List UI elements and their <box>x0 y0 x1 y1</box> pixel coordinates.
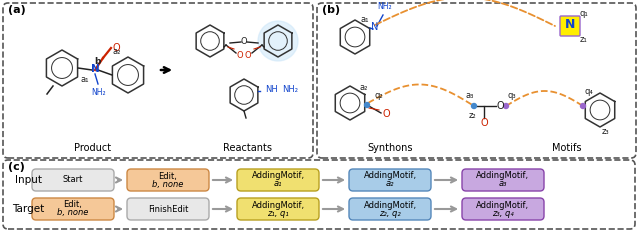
Text: z₁: z₁ <box>580 34 588 44</box>
Text: N: N <box>371 22 379 32</box>
Text: Input: Input <box>15 175 42 185</box>
Text: Product: Product <box>74 143 111 153</box>
Text: a₃: a₃ <box>466 92 474 100</box>
Text: NH₂: NH₂ <box>92 88 106 97</box>
FancyBboxPatch shape <box>127 198 209 220</box>
FancyBboxPatch shape <box>349 198 431 220</box>
Text: q₃: q₃ <box>508 92 516 100</box>
Text: AddingMotif,: AddingMotif, <box>364 171 417 181</box>
FancyBboxPatch shape <box>32 169 114 191</box>
FancyBboxPatch shape <box>237 198 319 220</box>
Text: Start: Start <box>63 175 83 185</box>
Text: N: N <box>91 64 99 74</box>
Text: O: O <box>241 37 247 45</box>
Text: Edit,: Edit, <box>159 171 177 181</box>
Text: z₁, q₁: z₁, q₁ <box>267 209 289 217</box>
Circle shape <box>258 21 298 61</box>
Text: z₂: z₂ <box>468 112 476 120</box>
Text: O: O <box>480 118 488 128</box>
Text: Reactants: Reactants <box>223 143 271 153</box>
Text: (a): (a) <box>8 5 26 15</box>
FancyBboxPatch shape <box>127 169 209 191</box>
FancyBboxPatch shape <box>32 198 114 220</box>
Text: z₃, q₄: z₃, q₄ <box>492 209 514 217</box>
Text: q₂: q₂ <box>374 90 383 99</box>
Text: Motifs: Motifs <box>552 143 582 153</box>
FancyBboxPatch shape <box>349 169 431 191</box>
Text: O: O <box>496 101 504 111</box>
Text: a₁: a₁ <box>274 179 282 188</box>
Circle shape <box>504 103 509 109</box>
Text: O: O <box>237 51 243 59</box>
Text: AddingMotif,: AddingMotif, <box>252 171 305 181</box>
Text: z₃: z₃ <box>601 127 609 137</box>
Text: (c): (c) <box>8 162 25 172</box>
Circle shape <box>365 103 369 107</box>
Text: N: N <box>565 18 575 31</box>
Text: b: b <box>94 58 100 66</box>
Text: NH: NH <box>265 85 278 93</box>
Text: a₂: a₂ <box>360 82 368 92</box>
FancyBboxPatch shape <box>237 169 319 191</box>
Text: a₂: a₂ <box>386 179 394 188</box>
Text: Synthons: Synthons <box>367 143 413 153</box>
Text: Edit,: Edit, <box>63 201 83 209</box>
Text: O: O <box>382 109 390 119</box>
Circle shape <box>472 103 477 109</box>
Text: AddingMotif,: AddingMotif, <box>476 171 529 181</box>
Circle shape <box>580 103 586 109</box>
Text: Target: Target <box>12 204 44 214</box>
Text: q₄: q₄ <box>584 88 593 96</box>
Text: (b): (b) <box>322 5 340 15</box>
FancyBboxPatch shape <box>560 16 580 36</box>
Text: a₁: a₁ <box>81 75 89 85</box>
Text: a₁: a₁ <box>361 14 369 24</box>
Text: b, none: b, none <box>58 209 89 217</box>
Text: a₃: a₃ <box>499 179 508 188</box>
Text: AddingMotif,: AddingMotif, <box>364 201 417 209</box>
Text: O: O <box>244 51 252 59</box>
Text: q₁: q₁ <box>580 8 588 17</box>
Text: AddingMotif,: AddingMotif, <box>476 201 529 209</box>
Text: AddingMotif,: AddingMotif, <box>252 201 305 209</box>
Text: FinishEdit: FinishEdit <box>148 205 188 213</box>
Text: z₂, q₂: z₂, q₂ <box>379 209 401 217</box>
FancyBboxPatch shape <box>462 169 544 191</box>
Text: O: O <box>112 43 120 53</box>
Text: a₂: a₂ <box>113 48 121 56</box>
FancyBboxPatch shape <box>462 198 544 220</box>
Text: NH₂: NH₂ <box>282 85 298 93</box>
Text: NH₂: NH₂ <box>378 2 392 11</box>
Text: b, none: b, none <box>152 179 184 188</box>
